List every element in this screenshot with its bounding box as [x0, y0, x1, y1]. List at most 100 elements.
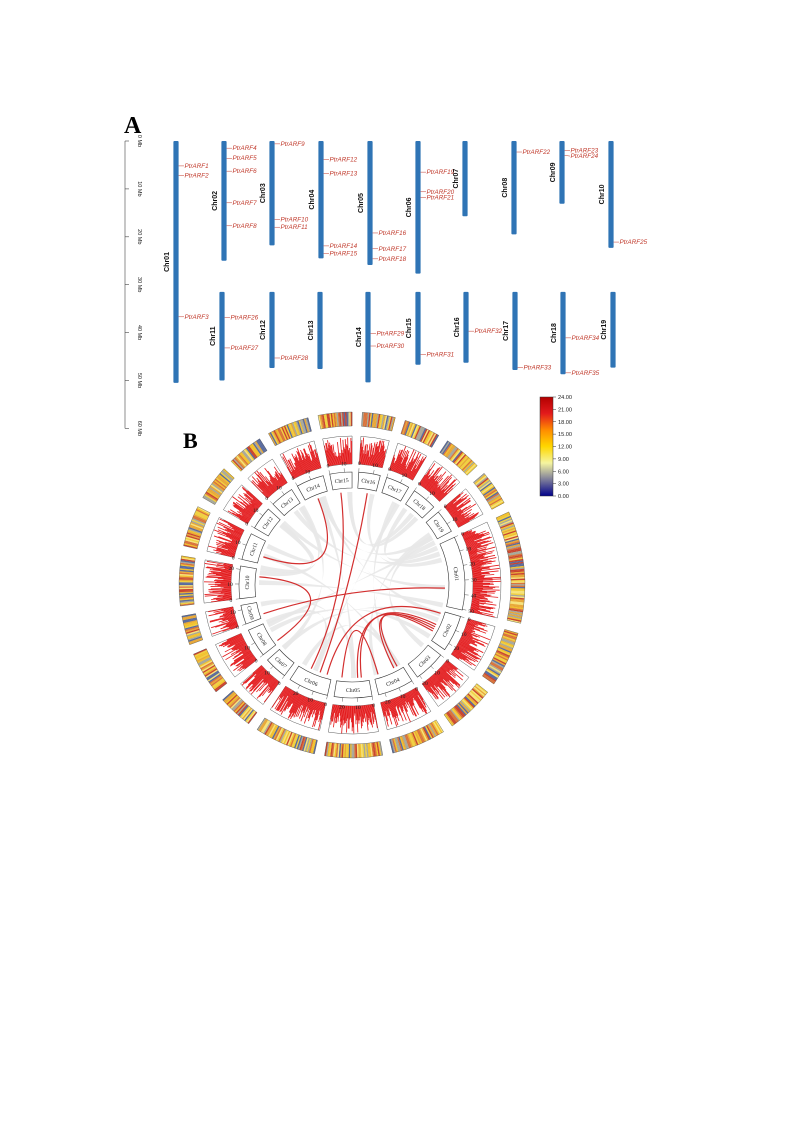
gene-density-bar: [472, 576, 485, 578]
gene-density-bar: [457, 513, 479, 526]
gene-density-bar: [241, 486, 263, 505]
density-heat-cell: [470, 689, 483, 700]
density-heat-cell: [449, 448, 459, 460]
density-heat-cell: [210, 484, 223, 494]
density-heat-cell: [377, 741, 382, 756]
gene-density-bar: [464, 533, 480, 541]
gene-density-bar: [344, 439, 347, 465]
density-heat-cell: [432, 721, 442, 735]
density-heat-cell: [464, 462, 476, 474]
density-heat-cell: [365, 412, 369, 427]
gene-density-bar: [456, 644, 468, 652]
gene-density-bar: [389, 454, 395, 471]
density-heat-cell: [369, 413, 373, 428]
density-heat-cell: [179, 600, 194, 604]
gene-density-bar: [225, 610, 234, 614]
scale-axis-tick-label: 30 Mb: [136, 277, 142, 292]
density-heat-cell: [185, 536, 200, 542]
density-heat-cell: [510, 601, 525, 605]
gene-density-bar: [363, 445, 366, 465]
color-scale-tick-label: 6.00: [558, 469, 569, 475]
ideogram-segment: [431, 611, 461, 651]
ideogram-tick: [236, 568, 241, 570]
gene-density-bar: [210, 585, 232, 587]
gene-density-bar: [391, 699, 399, 716]
ideogram-tick-label: 10: [230, 610, 236, 616]
density-heat-cell: [183, 542, 198, 548]
ideogram-tick: [459, 549, 464, 552]
density-heat-cell: [368, 742, 372, 758]
chromosome-label: Chr13: [308, 320, 315, 340]
density-heat-cell: [390, 417, 396, 432]
ideogram-tick-label: 0: [446, 659, 449, 665]
gene-density-bar: [287, 693, 301, 719]
ideogram-tick: [446, 521, 451, 525]
gene-density-bar: [464, 628, 473, 633]
density-heat-cell: [396, 737, 403, 751]
ideogram-tick: [460, 616, 465, 618]
synteny-ribbon: [347, 492, 419, 547]
density-heat-cell: [410, 424, 418, 438]
gene-density-bar: [395, 446, 407, 473]
gene-label: PtrARF17: [379, 246, 407, 253]
color-scale-tick-label: 18.00: [558, 420, 572, 426]
segmental-duplication-link: [319, 493, 368, 673]
density-heat-cell: [374, 742, 379, 757]
gene-density-bar: [402, 468, 407, 476]
gene-density-bar: [220, 583, 232, 585]
density-heat-cell: [456, 454, 467, 466]
gene-density-bar: [222, 611, 235, 615]
gene-density-bar: [470, 556, 484, 561]
gene-density-bar: [288, 459, 298, 478]
gene-density-bar: [453, 513, 464, 521]
density-heat-cell: [222, 469, 234, 481]
gene-density-bar: [426, 475, 438, 490]
density-heat-band-outline: [222, 690, 258, 725]
density-heat-cell: [503, 531, 518, 538]
gene-density-bar: [212, 572, 232, 575]
gene-density-bar: [428, 471, 447, 493]
ideogram-tick: [281, 491, 285, 495]
chromosome-label: Chr08: [502, 178, 509, 198]
color-scale-tick-label: 21.00: [558, 407, 572, 413]
gene-density-bar: [467, 540, 492, 549]
gene-density-bar: [215, 609, 234, 614]
gene-density-bar: [222, 616, 236, 621]
gene-density-bar: [450, 499, 471, 515]
gene-density-bar: [428, 678, 435, 686]
density-heat-cell: [416, 426, 424, 441]
gene-density-bar: [224, 613, 235, 618]
gene-density-bar: [280, 690, 295, 715]
gene-density-bar: [251, 671, 268, 688]
gene-density-bar: [308, 453, 315, 471]
gene-density-bar: [400, 695, 409, 712]
gene-density-bar: [469, 552, 487, 558]
gene-density-bar: [321, 702, 326, 720]
gene-density-bar: [265, 675, 273, 684]
gene-density-bar: [391, 699, 400, 722]
density-heat-cell: [234, 701, 245, 713]
gene-density-bar: [455, 647, 465, 654]
gene-density-bar: [398, 696, 403, 706]
ideogram-tick-label: 0: [236, 625, 239, 631]
gene-density-bar: [310, 444, 319, 470]
density-heat-cell: [431, 721, 440, 735]
density-heat-cell: [414, 730, 422, 745]
ideogram-chromosome-label: Chr05: [346, 688, 360, 694]
gene-density-bar: [414, 687, 426, 705]
gene-density-bar: [213, 608, 234, 613]
gene-density-bar: [439, 668, 458, 686]
gene-density-bar: [298, 695, 305, 708]
gene-density-bar: [287, 689, 292, 697]
gene-density-bar: [472, 596, 488, 600]
density-heat-cell: [270, 725, 279, 739]
gene-density-bar: [337, 455, 340, 465]
gene-density-bar: [298, 457, 306, 474]
gene-density-bar: [218, 541, 238, 548]
density-heat-cell: [420, 728, 428, 742]
gene-density-bar: [347, 437, 349, 465]
gene-density-bar: [471, 560, 492, 565]
density-heat-cell: [405, 422, 413, 436]
density-heat-cell: [193, 513, 208, 522]
gene-density-bar: [457, 644, 477, 656]
